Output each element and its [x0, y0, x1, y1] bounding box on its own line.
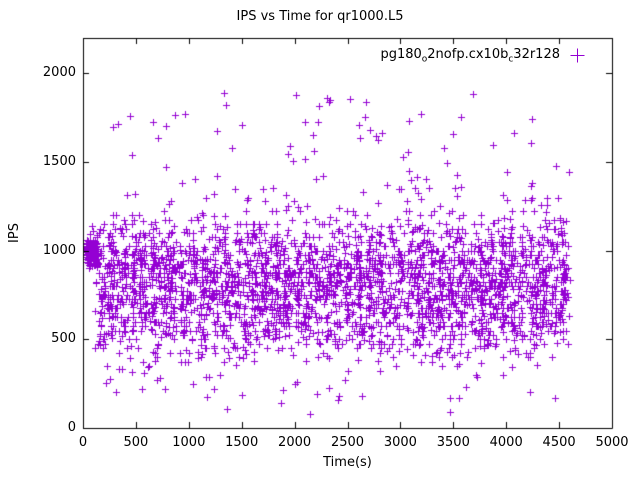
- x-axis-label: Time(s): [323, 455, 372, 470]
- legend-series-label: pg180o2nofp.cx10bc32r128: [380, 47, 560, 65]
- x-tick-label: 3500: [436, 435, 470, 450]
- legend-label-text: pg180: [380, 47, 422, 62]
- x-tick-label: 3000: [383, 435, 417, 450]
- legend-label-text: 2nofp.cx10b: [427, 47, 509, 62]
- x-tick-label: 1500: [225, 435, 259, 450]
- legend-label-subscript: c: [508, 54, 514, 65]
- y-tick-label: 1500: [42, 154, 76, 170]
- x-tick-label: 4000: [489, 435, 523, 450]
- x-tick-label: 500: [123, 435, 149, 450]
- x-tick-label: 5000: [595, 435, 629, 450]
- x-tick-label: 2500: [330, 435, 365, 450]
- legend-label-subscript: o: [421, 54, 428, 65]
- y-tick-label: 500: [51, 331, 76, 347]
- chart-title: IPS vs Time for qr1000.L5: [236, 9, 404, 24]
- y-tick-label: 1000: [42, 242, 76, 258]
- legend: pg180o2nofp.cx10bc32r128: [380, 47, 585, 65]
- x-tick-label: 1000: [172, 435, 206, 450]
- x-tick-label: 2000: [278, 435, 312, 450]
- x-tick-label: 4500: [542, 435, 576, 450]
- plus-marker-icon: [570, 48, 585, 63]
- legend-label-text: 32r128: [513, 47, 560, 62]
- y-tick-label: 0: [67, 420, 76, 435]
- y-tick-label: 2000: [42, 65, 76, 81]
- x-tick-label: 0: [78, 435, 88, 450]
- y-axis-label: IPS: [7, 223, 22, 243]
